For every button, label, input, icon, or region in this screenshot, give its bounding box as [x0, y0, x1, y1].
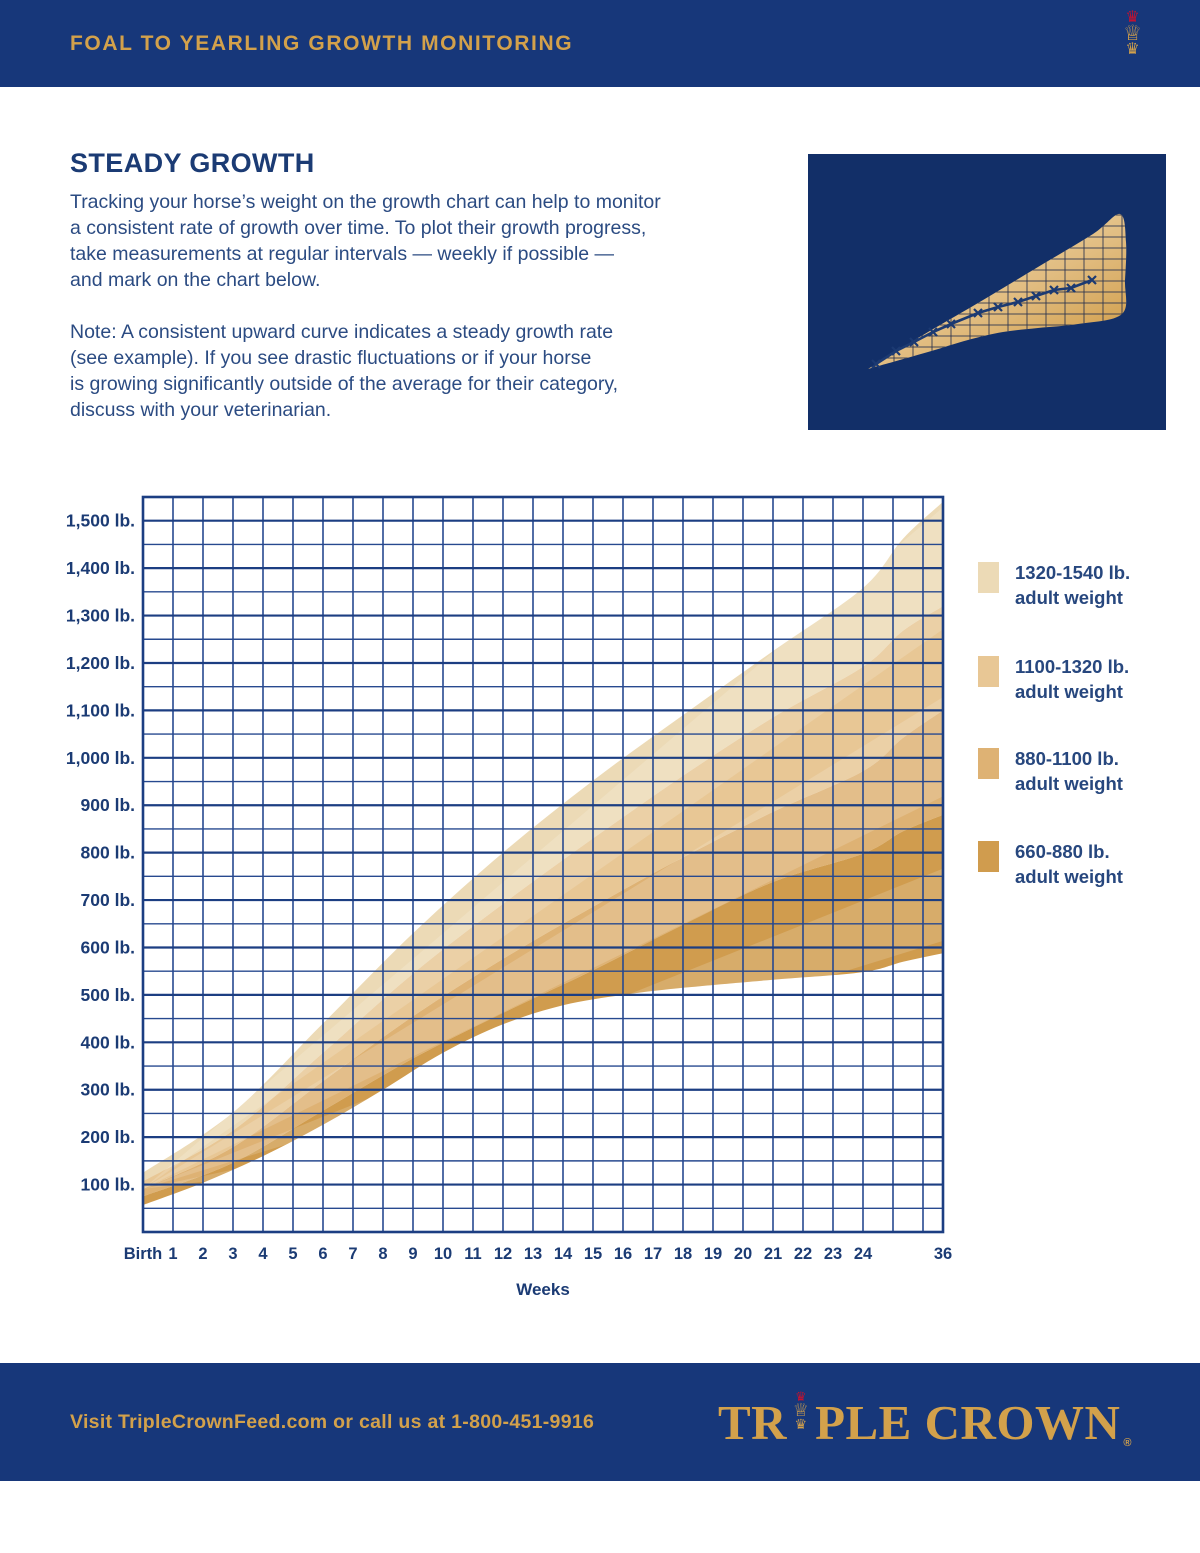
svg-text:Birth: Birth	[124, 1245, 163, 1263]
note-line: (see example). If you see drastic fluctu…	[70, 347, 592, 369]
svg-text:7: 7	[348, 1245, 357, 1263]
legend-item: 1320-1540 lb. adult weight	[978, 560, 1130, 610]
svg-text:23: 23	[824, 1245, 842, 1263]
legend-range: 1320-1540 lb.	[1015, 562, 1131, 583]
svg-text:12: 12	[494, 1245, 512, 1263]
legend-label: 1320-1540 lb. adult weight	[1015, 560, 1130, 610]
example-chart-svg	[808, 154, 1166, 430]
intro-paragraph: Tracking your horse’s weight on the grow…	[70, 189, 770, 293]
triple-crown-wordmark: TR ♛ ♕ ♛ PLE CROWN ®	[718, 1385, 1132, 1459]
legend-sublabel: adult weight	[1015, 773, 1123, 794]
intro-line: take measurements at regular intervals —…	[70, 243, 615, 265]
legend-swatch	[978, 748, 999, 779]
svg-text:1,300 lb.: 1,300 lb.	[66, 606, 135, 626]
svg-text:10: 10	[434, 1245, 452, 1263]
wordmark-crown-i: ♛ ♕ ♛	[788, 1391, 814, 1445]
svg-text:600 lb.: 600 lb.	[81, 938, 135, 958]
chart-legend: 1320-1540 lb. adult weight 1100-1320 lb.…	[978, 560, 1198, 890]
legend-item: 660-880 lb. adult weight	[978, 839, 1123, 889]
svg-text:4: 4	[258, 1245, 268, 1263]
svg-text:100 lb.: 100 lb.	[81, 1175, 135, 1195]
growth-chart: 100 lb. 200 lb. 300 lb. 400 lb. 500 lb. 600 l…	[0, 480, 1000, 1315]
legend-item: 1100-1320 lb. adult weight	[978, 654, 1129, 704]
legend-label: 880-1100 lb. adult weight	[1015, 746, 1123, 796]
crown-gold-icon: ♕	[792, 1400, 810, 1421]
page-title: FOAL TO YEARLING GROWTH MONITORING	[70, 31, 574, 55]
legend-label: 660-880 lb. adult weight	[1015, 839, 1123, 889]
note-line: is growing significantly outside of the …	[70, 373, 619, 395]
svg-text:1: 1	[168, 1245, 177, 1263]
legend-sublabel: adult weight	[1015, 866, 1123, 887]
svg-text:200 lb.: 200 lb.	[81, 1127, 135, 1147]
svg-text:Weeks: Weeks	[516, 1280, 570, 1299]
svg-text:19: 19	[704, 1245, 722, 1263]
header-band: FOAL TO YEARLING GROWTH MONITORING ♛ ♕ ♛	[0, 0, 1200, 87]
legend-sublabel: adult weight	[1015, 587, 1123, 608]
svg-text:300 lb.: 300 lb.	[81, 1080, 135, 1100]
svg-text:20: 20	[734, 1245, 752, 1263]
svg-text:9: 9	[408, 1245, 417, 1263]
svg-text:22: 22	[794, 1245, 812, 1263]
svg-text:6: 6	[318, 1245, 327, 1263]
section-heading: STEADY GROWTH	[70, 148, 315, 178]
footer-band	[0, 1363, 1200, 1481]
crown-red-icon: ♛	[1125, 7, 1140, 26]
svg-text:18: 18	[674, 1245, 692, 1263]
legend-swatch	[978, 841, 999, 872]
svg-text:14: 14	[554, 1245, 573, 1263]
legend-range: 660-880 lb.	[1015, 841, 1110, 862]
svg-text:800 lb.: 800 lb.	[81, 843, 135, 863]
registered-mark: ®	[1123, 1437, 1132, 1449]
intro-line: a consistent rate of growth over time. T…	[70, 217, 647, 239]
crown-red-icon: ♛	[794, 1390, 808, 1405]
svg-text:36: 36	[934, 1245, 952, 1263]
legend-item: 880-1100 lb. adult weight	[978, 746, 1123, 796]
svg-text:13: 13	[524, 1245, 542, 1263]
svg-text:2: 2	[198, 1245, 207, 1263]
coronet-gold-icon: ♛	[1125, 39, 1140, 58]
note-paragraph: Note: A consistent upward curve indicate…	[70, 319, 770, 423]
svg-text:1,500 lb.: 1,500 lb.	[66, 511, 135, 531]
svg-text:21: 21	[764, 1245, 782, 1263]
note-line: Note: A consistent upward curve indicate…	[70, 321, 614, 343]
example-growth-chart	[808, 154, 1166, 430]
legend-swatch	[978, 656, 999, 687]
legend-swatch	[978, 562, 999, 593]
growth-chart-svg: 100 lb. 200 lb. 300 lb. 400 lb. 500 lb. 600 l…	[66, 495, 952, 1299]
intro-line: Tracking your horse’s weight on the grow…	[70, 191, 661, 213]
triple-crown-logo: ♛ ♕ ♛	[1123, 9, 1142, 57]
intro-section: STEADY GROWTH Tracking your horse’s weig…	[70, 148, 770, 423]
legend-label: 1100-1320 lb. adult weight	[1015, 654, 1129, 704]
svg-text:900 lb.: 900 lb.	[81, 795, 135, 815]
wordmark-pre: TR	[717, 1394, 788, 1450]
coronet-gold-icon: ♛	[794, 1417, 808, 1433]
legend-range: 880-1100 lb.	[1015, 748, 1119, 769]
svg-text:500 lb.: 500 lb.	[81, 985, 135, 1005]
svg-text:8: 8	[378, 1245, 387, 1263]
note-line: discuss with your veterinarian.	[70, 399, 332, 421]
svg-text:11: 11	[464, 1245, 481, 1263]
svg-text:1,100 lb.: 1,100 lb.	[66, 700, 135, 720]
svg-text:1,400 lb.: 1,400 lb.	[66, 558, 135, 578]
svg-text:400 lb.: 400 lb.	[81, 1032, 135, 1052]
svg-text:24: 24	[854, 1245, 873, 1263]
svg-text:15: 15	[584, 1245, 602, 1263]
svg-text:700 lb.: 700 lb.	[81, 890, 135, 910]
wordmark-post: PLE CROWN	[815, 1394, 1121, 1450]
svg-text:3: 3	[228, 1245, 237, 1263]
svg-text:1,200 lb.: 1,200 lb.	[66, 653, 135, 673]
footer-contact-text: Visit TripleCrownFeed.com or call us at …	[70, 1410, 595, 1433]
legend-range: 1100-1320 lb.	[1015, 656, 1130, 677]
svg-text:5: 5	[288, 1245, 297, 1263]
crown-gold-icon: ♕	[1123, 21, 1142, 45]
svg-text:16: 16	[614, 1245, 632, 1263]
svg-text:1,000 lb.: 1,000 lb.	[66, 748, 135, 768]
legend-sublabel: adult weight	[1015, 681, 1123, 702]
svg-text:17: 17	[644, 1245, 662, 1263]
intro-line: and mark on the chart below.	[70, 269, 321, 291]
